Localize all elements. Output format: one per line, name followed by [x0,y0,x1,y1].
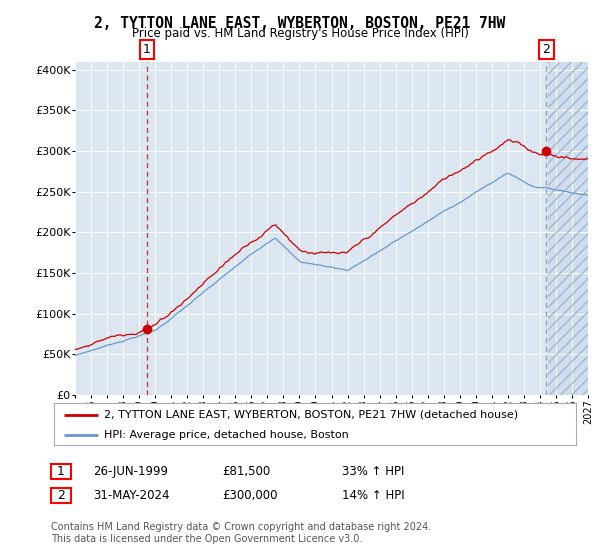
Text: 2: 2 [57,489,65,502]
Text: Contains HM Land Registry data © Crown copyright and database right 2024.
This d: Contains HM Land Registry data © Crown c… [51,522,431,544]
Text: Price paid vs. HM Land Registry's House Price Index (HPI): Price paid vs. HM Land Registry's House … [131,27,469,40]
Text: 26-JUN-1999: 26-JUN-1999 [93,465,168,478]
Text: 2, TYTTON LANE EAST, WYBERTON, BOSTON, PE21 7HW (detached house): 2, TYTTON LANE EAST, WYBERTON, BOSTON, P… [104,410,518,420]
Text: 1: 1 [143,43,151,56]
Text: 2, TYTTON LANE EAST, WYBERTON, BOSTON, PE21 7HW: 2, TYTTON LANE EAST, WYBERTON, BOSTON, P… [94,16,506,31]
Text: £81,500: £81,500 [222,465,270,478]
Text: HPI: Average price, detached house, Boston: HPI: Average price, detached house, Bost… [104,430,349,440]
Text: £300,000: £300,000 [222,489,277,502]
Text: 2: 2 [542,43,550,56]
Text: 31-MAY-2024: 31-MAY-2024 [93,489,170,502]
Text: 14% ↑ HPI: 14% ↑ HPI [342,489,404,502]
Text: 33% ↑ HPI: 33% ↑ HPI [342,465,404,478]
Text: 1: 1 [57,465,65,478]
